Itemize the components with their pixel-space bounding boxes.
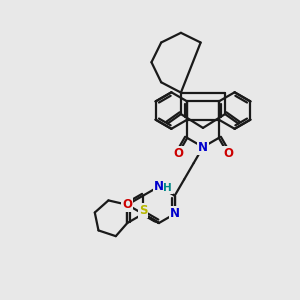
Text: O: O bbox=[122, 198, 132, 211]
Text: O: O bbox=[173, 147, 183, 160]
Text: N: N bbox=[170, 207, 180, 220]
Text: S: S bbox=[139, 204, 147, 217]
Text: N: N bbox=[198, 141, 208, 154]
Text: N: N bbox=[154, 180, 164, 193]
Text: H: H bbox=[164, 183, 172, 193]
Text: O: O bbox=[223, 147, 233, 160]
